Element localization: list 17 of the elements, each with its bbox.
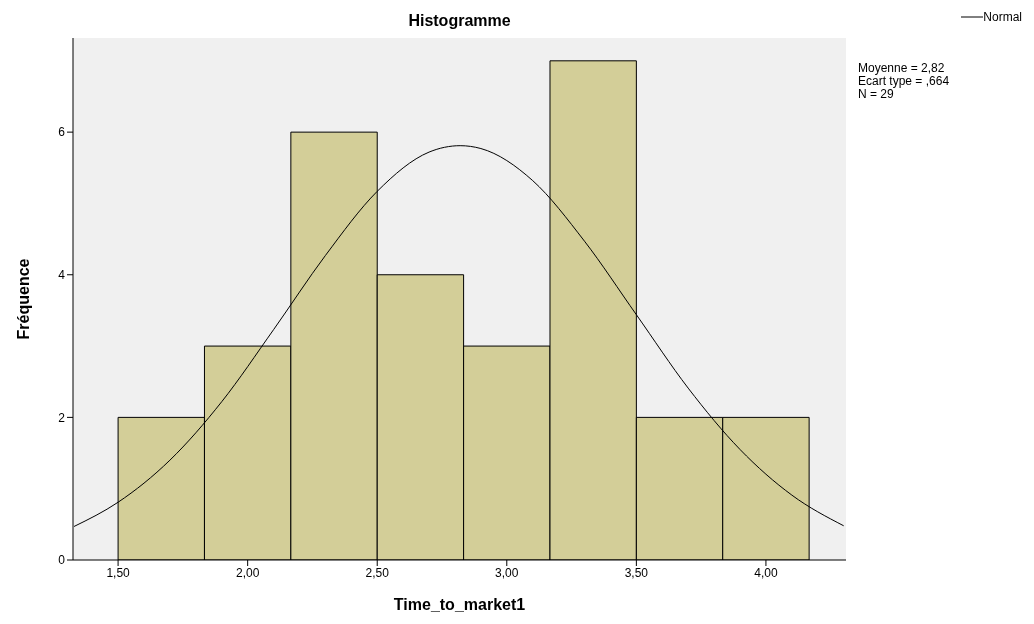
text: N = 29 [858,87,894,101]
chart-title: Histogramme [407,12,512,30]
y-tick-label: 6 [58,125,66,140]
x-tick-label: 3,50 [624,565,649,580]
y-tick-label: 2 [58,410,66,425]
legend-label: Normal [983,10,1022,24]
y-axis-title: Fréquence [14,258,32,340]
x-tick-label: 4,00 [754,565,778,580]
x-tick-label: 2,50 [365,565,390,580]
x-tick-label: 3,00 [495,565,519,580]
text: Ecart type = ,664 [858,74,950,88]
x-tick-label: 1,50 [106,565,131,580]
y-tick-label: 4 [58,268,66,283]
y-tick-label: 0 [58,553,66,568]
x-axis-title: Time_to_market1 [393,596,526,613]
text: Moyenne = 2,82 [858,61,946,75]
x-tick-label: 2,00 [235,565,260,580]
